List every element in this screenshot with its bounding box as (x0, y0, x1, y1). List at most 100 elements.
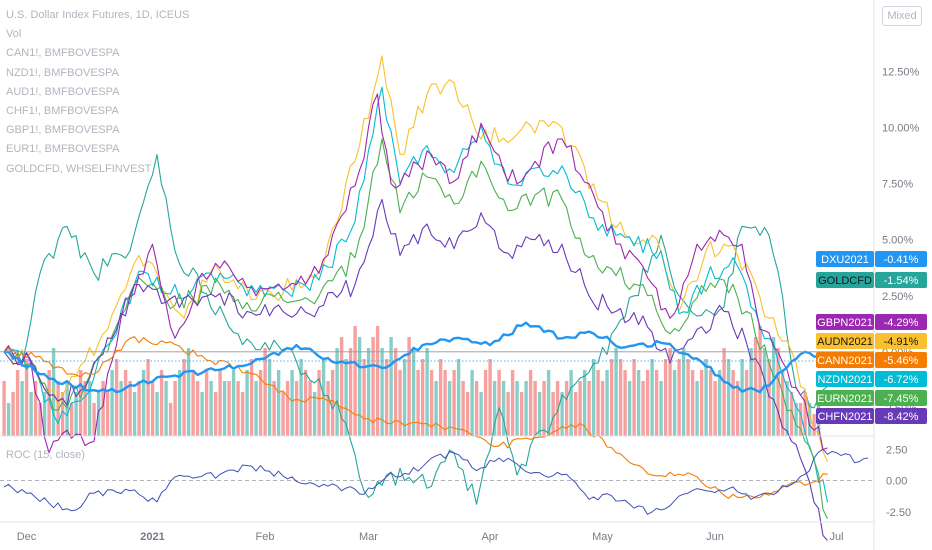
volume-bar (699, 370, 704, 436)
series-name-text: GBPN2021 (817, 317, 873, 329)
last-value-tag-gbpn2021[interactable]: GBPN2021 -4.29% (816, 314, 927, 330)
volume-bar (618, 359, 623, 436)
volume-bar (173, 381, 177, 436)
volume-bar (182, 359, 186, 436)
volume-bar (497, 370, 501, 436)
legend-item-chf1[interactable]: CHF1!, BMFBOVESPA (6, 105, 119, 118)
last-value-tag-goldcfd[interactable]: GOLDCFD -1.54% (816, 272, 927, 288)
legend-item-gbp1[interactable]: GBP1!, BMFBOVESPA (6, 124, 120, 137)
volume-bar (524, 381, 528, 436)
series-value-tag (875, 390, 927, 406)
volume-bar (776, 348, 780, 436)
last-value-tag-dxu2021[interactable]: DXU2021 -0.41% (816, 251, 927, 267)
volume-bar (645, 370, 650, 436)
volume-bar (11, 392, 15, 436)
volume-bar (812, 414, 816, 436)
volume-bar (371, 337, 375, 436)
volume-bar (218, 370, 222, 436)
volume-bar (623, 370, 627, 436)
volume-bar (479, 392, 483, 436)
volume-bar (564, 381, 569, 436)
volume-bar (573, 392, 578, 436)
volume-bar (330, 370, 335, 436)
volume-bar (141, 370, 146, 436)
time-tick-label: Feb (256, 531, 275, 543)
volume-bar (690, 370, 695, 436)
legend-item-vol[interactable]: Vol (6, 28, 22, 41)
volume-bar (348, 348, 353, 436)
volume-bar (537, 392, 542, 436)
last-value-tag-eurn2021[interactable]: EURN2021 -7.45% (816, 390, 927, 406)
time-tick-label: Dec (17, 531, 37, 543)
series-name-text: NZDN2021 (817, 374, 872, 386)
volume-bar (339, 337, 344, 436)
legend-item-nzd1[interactable]: NZD1!, BMFBOVESPA (6, 66, 119, 79)
series-value-tag (875, 352, 927, 368)
series-line-dxu2021 (3, 321, 828, 394)
volume-bar (555, 381, 560, 436)
scale-mode-button[interactable]: Mixed (882, 6, 922, 26)
volume-bar (177, 370, 182, 436)
last-value-tag-nzdn2021[interactable]: NZDN2021 -6.72% (816, 371, 927, 387)
volume-bar (740, 359, 744, 436)
volume-bar (785, 381, 789, 436)
volume-bar (105, 392, 110, 436)
volume-bar (191, 370, 195, 436)
volume-bar (110, 370, 114, 436)
volume-bar (78, 370, 83, 436)
volume-bar (560, 392, 564, 436)
volume-bar (807, 403, 812, 436)
last-value-tag-audn2021[interactable]: AUDN2021 -4.91% (816, 333, 927, 349)
price-tick-label: 2.50% (882, 291, 913, 303)
legend-title[interactable]: U.S. Dollar Index Futures, 1D, ICEUS (6, 9, 190, 21)
volume-bar (762, 348, 767, 436)
series-value-tag (875, 371, 927, 387)
volume-bar (713, 381, 717, 436)
volume-bar (461, 381, 465, 436)
legend-item-goldcfd[interactable]: GOLDCFD, WHSELFINVEST (6, 162, 152, 175)
volume-bar (587, 381, 591, 436)
volume-bar (164, 381, 168, 436)
series-name-tag (816, 333, 874, 349)
legend-item-aud1[interactable]: AUD1!, BMFBOVESPA (6, 85, 120, 98)
volume-bar (83, 381, 87, 436)
last-value-tag-cann2021[interactable]: CANN2021 -5.46% (816, 352, 927, 368)
volume-bar (312, 392, 317, 436)
volume-bar (519, 392, 524, 436)
roc-tick-label: 0.00 (886, 476, 907, 488)
volume-bar (101, 381, 105, 436)
time-tick-label: Mar (359, 531, 378, 543)
volume-bar (128, 381, 132, 436)
volume-bar (366, 348, 371, 436)
volume-bar (609, 359, 614, 436)
volume-bar (123, 370, 128, 436)
roc-legend[interactable]: ROC (15, close) (6, 449, 85, 461)
series-name-tag (816, 390, 874, 406)
legend-item-can1[interactable]: CAN1!, BMFBOVESPA (6, 47, 120, 60)
volume-bar (335, 348, 339, 436)
volume-bar (569, 370, 573, 436)
volume-bar (326, 381, 330, 436)
time-tick-label: May (592, 531, 613, 543)
series-line-audn2021 (3, 55, 829, 463)
legend-item-eur1[interactable]: EUR1!, BMFBOVESPA (6, 143, 120, 156)
volume-bar (267, 359, 272, 436)
volume-bar (452, 370, 456, 436)
volume-bar (6, 403, 11, 436)
time-tick-label: Jul (829, 531, 843, 543)
series-line-nzdn2021 (3, 86, 829, 503)
series-line-eurn2021 (3, 138, 828, 520)
volume-bar (605, 370, 609, 436)
volume-bar (168, 403, 173, 436)
price-tick-label: 5.00% (882, 235, 913, 247)
volume-bar (447, 381, 452, 436)
volume-bar (515, 381, 519, 436)
last-value-tag-chfn2021[interactable]: CHFN2021 -8.42% (816, 408, 927, 424)
series-line-chfn2021 (3, 198, 828, 541)
series-name-text: EURN2021 (817, 393, 873, 405)
volume-bar (744, 370, 749, 436)
volume-layer (2, 326, 821, 436)
series-name-text: GOLDCFD (818, 275, 872, 287)
